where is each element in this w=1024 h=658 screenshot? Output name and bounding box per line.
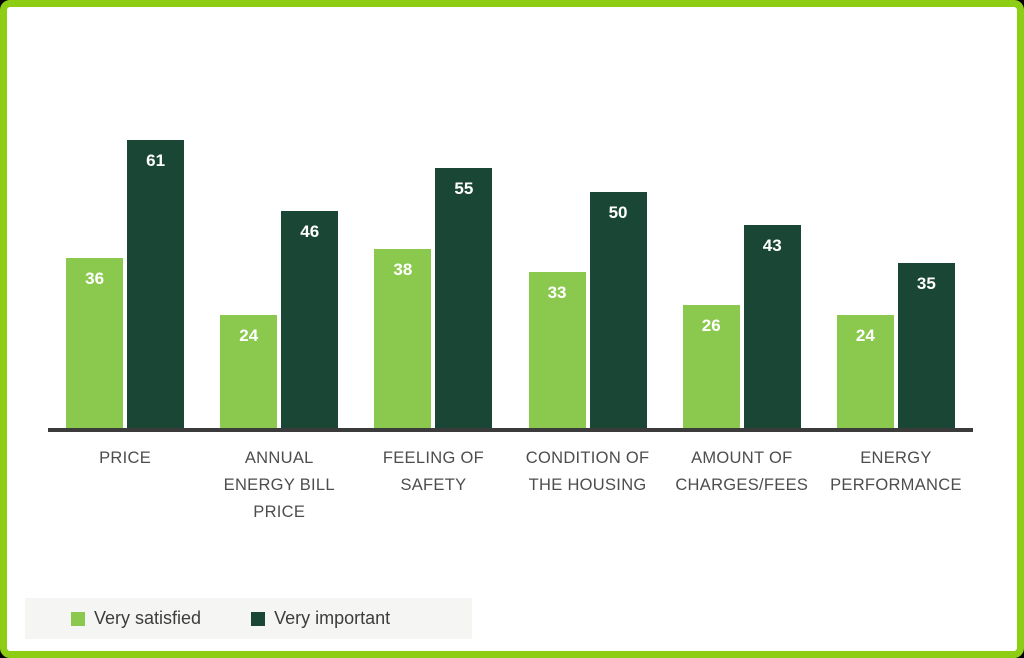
bar-value-label: 43 (762, 236, 782, 255)
bar-group: 24 46 (220, 211, 339, 428)
bar-value-label: 35 (916, 274, 936, 293)
bar-group: 33 50 (528, 192, 647, 428)
bar-value-label: 26 (701, 316, 721, 335)
legend-item: Very satisfied (71, 608, 201, 629)
bar-value-label: 50 (608, 203, 628, 222)
bar-value-label: 38 (393, 260, 413, 279)
bar-very-important: 46 (281, 211, 339, 428)
bar-value-label: 33 (547, 283, 567, 302)
legend-item: Very important (251, 608, 390, 629)
legend-swatch-icon (251, 611, 266, 626)
legend-label: Very satisfied (94, 608, 202, 628)
x-axis-category-label: ENERGY PERFORMANCE (830, 449, 962, 494)
bar-value-label: 24 (239, 326, 259, 345)
bar-value-label: 61 (146, 151, 166, 170)
x-axis-category-label: AMOUNT OF CHARGES/FEES (675, 449, 809, 494)
x-axis-category-label: PRICE (99, 449, 152, 467)
bar-very-satisfied: 26 (682, 305, 740, 428)
bar-very-satisfied: 38 (374, 249, 432, 428)
bar-very-satisfied: 24 (836, 315, 894, 428)
x-axis-category-label: ANNUAL ENERGY BILL PRICE (223, 449, 335, 521)
x-axis-labels: PRICE ANNUAL ENERGY BILL PRICE FEELING OF SAF… (48, 445, 973, 526)
bar-value-label: 36 (85, 269, 105, 288)
bar-very-satisfied: 36 (66, 258, 124, 428)
bar-value-label: 55 (454, 179, 474, 198)
bar-very-important: 50 (589, 192, 647, 428)
bar-very-important: 35 (897, 263, 955, 428)
bar-very-important: 55 (435, 168, 493, 428)
bar-group: 26 43 (682, 225, 801, 428)
bar-very-satisfied: 33 (528, 272, 586, 428)
legend: Very satisfied Very important (25, 598, 472, 639)
bar-very-satisfied: 24 (220, 315, 278, 428)
x-axis-line (48, 428, 973, 432)
bar-value-label: 46 (300, 222, 320, 241)
legend-swatch-icon (71, 611, 85, 626)
bar-very-important: 43 (743, 225, 801, 428)
legend-label: Very important (274, 608, 391, 628)
x-axis-category-label: CONDITION OF THE HOUSING (525, 449, 650, 494)
bar-group: 24 35 (836, 263, 955, 428)
x-axis-category-label: FEELING OF SAFETY (382, 449, 484, 494)
bar-group: 38 55 (374, 168, 493, 428)
bar-value-label: 24 (855, 326, 875, 345)
plot-area: 36 61 24 46 38 55 33 50 26 43 24 35 (48, 7, 973, 428)
bar-very-important: 61 (127, 140, 185, 428)
bar-group: 36 61 (66, 140, 185, 428)
